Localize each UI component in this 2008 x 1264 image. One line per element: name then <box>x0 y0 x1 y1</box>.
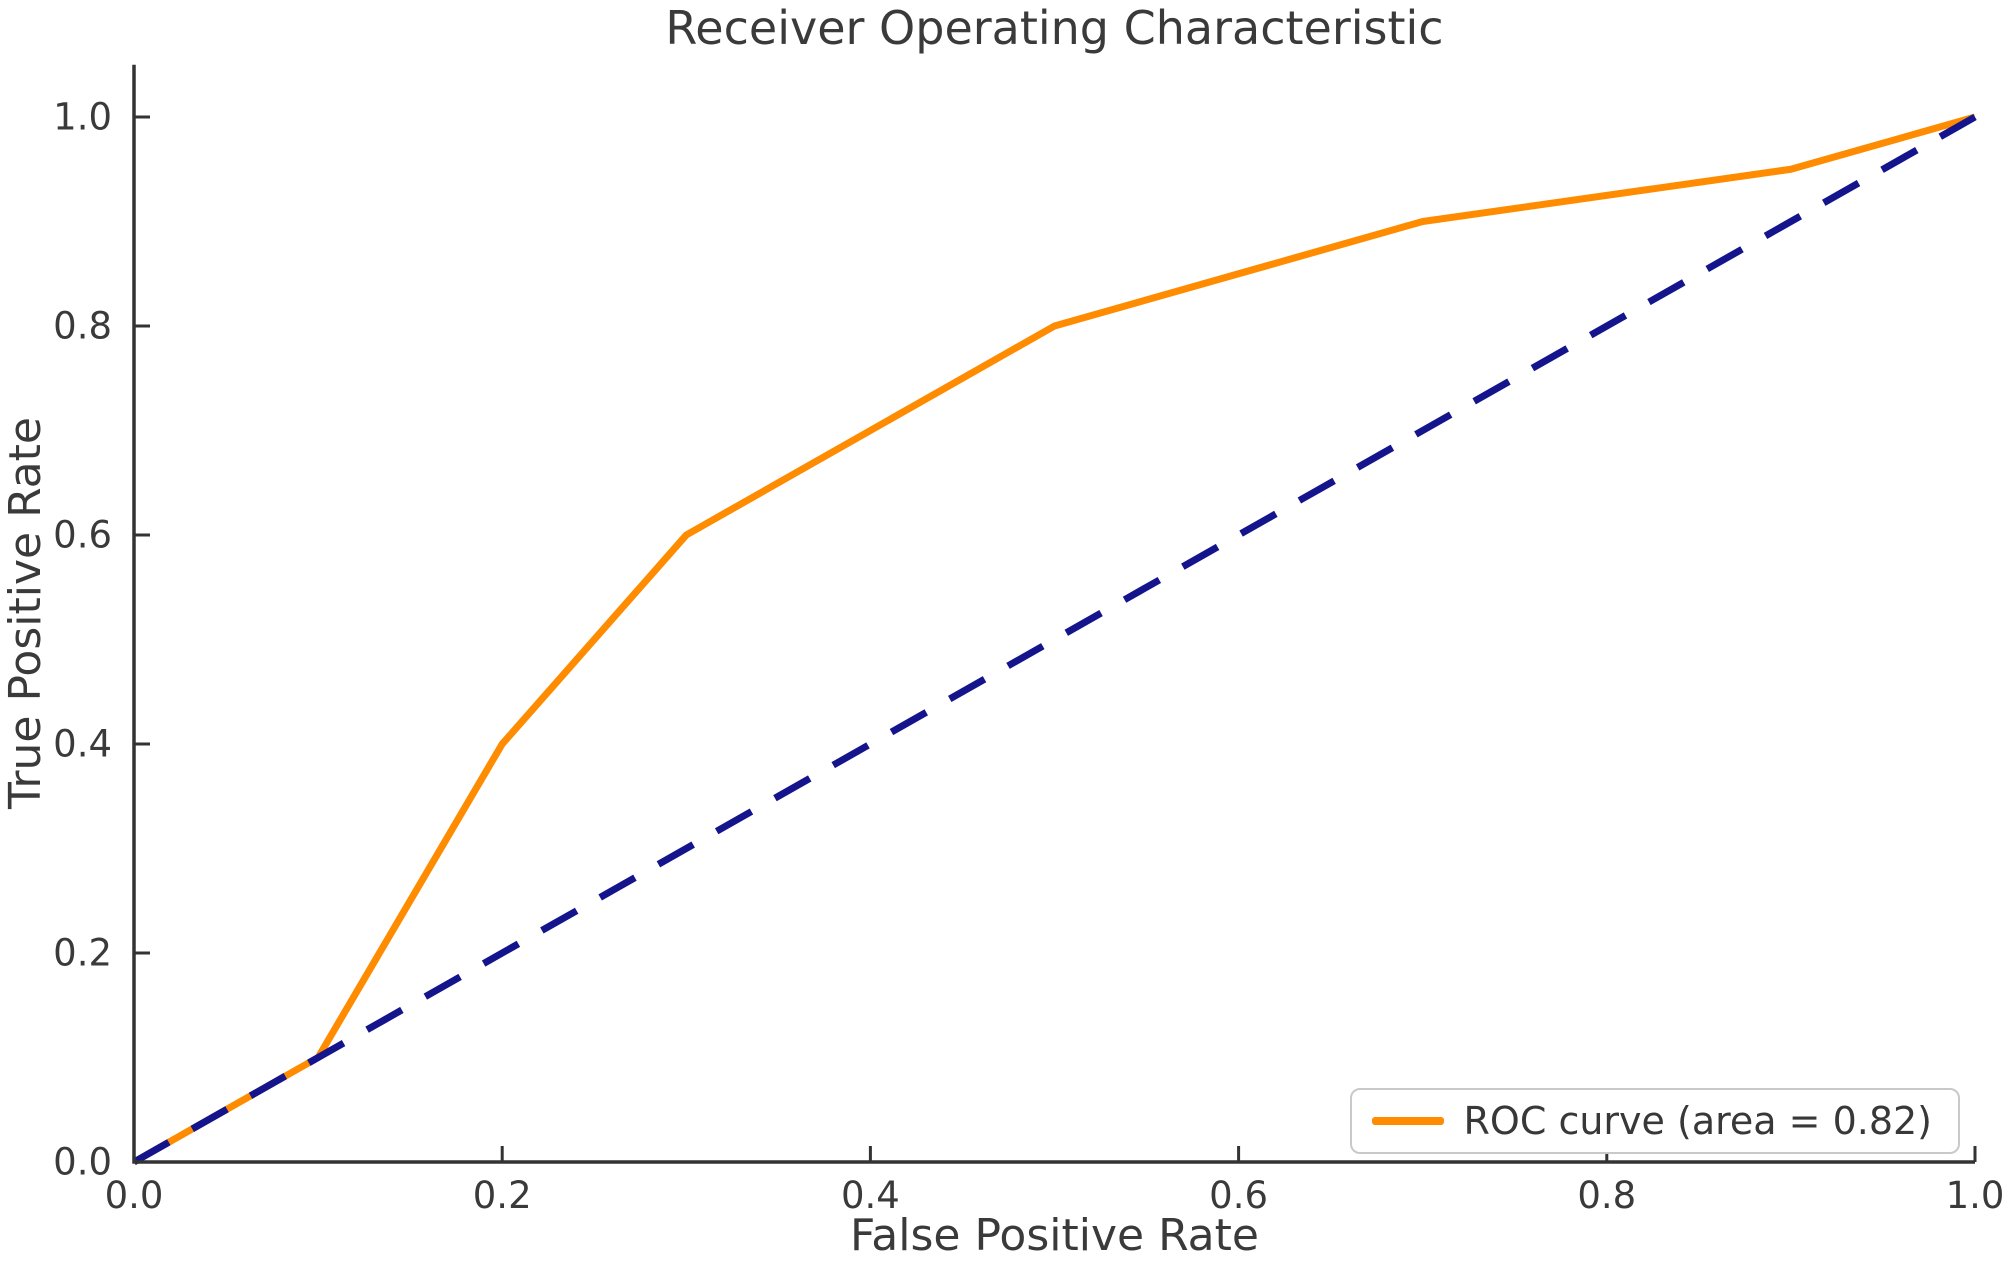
y-tick-label: 0.0 <box>53 1141 112 1184</box>
chart-title: Receiver Operating Characteristic <box>665 1 1444 55</box>
x-tick-label: 0.6 <box>1209 1174 1268 1217</box>
legend-box: ROC curve (area = 0.82) <box>1349 1088 1960 1154</box>
y-tick-label: 0.4 <box>53 723 112 766</box>
x-tick-label: 1.0 <box>1946 1174 2005 1217</box>
roc-curve-line <box>132 113 1976 1166</box>
axes-spines <box>132 64 1975 1164</box>
x-tick-label: 0.8 <box>1577 1174 1636 1217</box>
legend-roc-line-sample <box>1371 1117 1444 1125</box>
legend-roc-label: ROC curve (area = 0.82) <box>1463 1099 1932 1143</box>
x-axis-label: False Positive Rate <box>850 1210 1259 1261</box>
x-tick-label: 0.4 <box>841 1174 900 1217</box>
y-tick-label: 0.6 <box>53 514 112 557</box>
y-tick-label: 0.2 <box>53 932 112 975</box>
x-tick-label: 0.2 <box>473 1174 532 1217</box>
y-tick-label: 0.8 <box>53 305 112 348</box>
x-tick-label: 0.0 <box>105 1174 164 1217</box>
chance-diagonal-line <box>132 113 1977 1166</box>
y-tick-label: 1.0 <box>53 96 112 139</box>
